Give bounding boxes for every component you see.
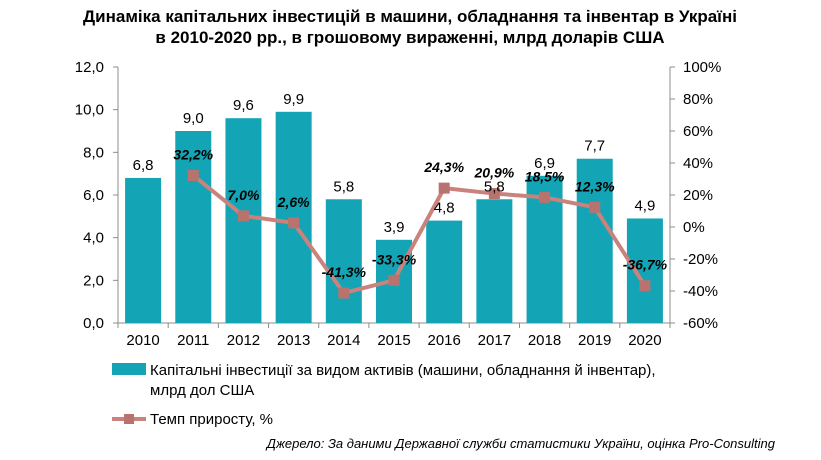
x-tick-label: 2010: [126, 332, 159, 349]
bar-value-label: 3,9: [384, 219, 405, 236]
bar: [476, 199, 513, 323]
growth-marker: [187, 169, 199, 181]
y-left-tick-label: 12,0: [75, 59, 104, 76]
bar: [576, 158, 613, 323]
y-left-tick-label: 2,0: [83, 272, 104, 289]
bar-value-label: 9,0: [183, 110, 204, 127]
bar-value-label: 5,8: [484, 178, 505, 195]
bar-value-label: 6,9: [534, 155, 555, 172]
bar-value-label: 5,8: [333, 178, 354, 195]
y-left-tick-label: 8,0: [83, 144, 104, 161]
y-left-tick-label: 4,0: [83, 230, 104, 247]
growth-marker: [589, 201, 601, 213]
x-tick-label: 2013: [277, 332, 310, 349]
legend-bar-label-line1: Капітальні інвестиції за видом активів (…: [150, 362, 656, 379]
chart-title-line1: Динаміка капітальних інвестицій в машини…: [83, 7, 737, 26]
growth-value-label: 20,9%: [474, 165, 515, 181]
y-right-tick-label: 40%: [683, 155, 713, 172]
growth-value-label: -36,7%: [623, 257, 668, 273]
x-tick-label: 2012: [227, 332, 260, 349]
growth-value-label: 12,3%: [575, 178, 615, 194]
bar: [125, 177, 162, 323]
y-left-tick-label: 10,0: [75, 102, 104, 119]
legend-bar-label-line2: млрд дол США: [150, 382, 254, 399]
x-tick-label: 2016: [427, 332, 460, 349]
y-right-tick-label: 0%: [683, 219, 705, 236]
bar: [626, 218, 663, 323]
legend-bar-swatch: [112, 363, 146, 375]
x-tick-label: 2014: [327, 332, 360, 349]
x-tick-label: 2019: [578, 332, 611, 349]
growth-marker: [488, 188, 500, 200]
growth-marker: [539, 191, 551, 203]
plot-area: 0,0 2,0 4,0 6,0 8,0 10,0 12,0 -60% -40% -20% 0% 20%…: [75, 59, 722, 349]
legend: Капітальні інвестиції за видом активів (…: [112, 362, 656, 428]
growth-line: [192, 173, 647, 296]
growth-value-label: 7,0%: [227, 187, 259, 203]
growth-marker: [237, 210, 249, 222]
y-right-tick-label: 80%: [683, 91, 713, 108]
legend-line-label: Темп приросту, %: [150, 411, 273, 428]
bar-value-label: 9,9: [283, 91, 304, 108]
y-right-tick-label: 20%: [683, 187, 713, 204]
growth-value-label: -41,3%: [322, 264, 367, 280]
growth-marker: [639, 280, 651, 292]
growth-marker: [338, 287, 350, 299]
x-tick-label: 2020: [628, 332, 661, 349]
x-tick-label: 2015: [377, 332, 410, 349]
y-right-tick-label: 100%: [683, 59, 721, 76]
bar: [325, 199, 362, 323]
y-right-tick-label: -60%: [683, 315, 718, 332]
y-right-tick-label: -20%: [683, 251, 718, 268]
y-right-tick-label: 60%: [683, 123, 713, 140]
source-note: Джерело: За даними Державної служби стат…: [265, 436, 776, 451]
growth-marker: [438, 182, 450, 194]
bar-value-label: 7,7: [584, 138, 605, 155]
y-left-tick-label: 0,0: [83, 315, 104, 332]
legend-line-marker: [124, 414, 134, 424]
growth-value-label: 32,2%: [173, 146, 213, 162]
bar-value-label: 4,9: [634, 197, 655, 214]
bar: [175, 131, 212, 323]
growth-value-label: 24,3%: [423, 159, 464, 175]
x-tick-label: 2018: [528, 332, 561, 349]
bar-value-label: 6,8: [133, 157, 154, 174]
bar-value-label: 4,8: [434, 200, 455, 217]
chart-title-line2: в 2010-2020 рр., в грошовому вираженні, …: [155, 28, 664, 47]
growth-value-label: 18,5%: [525, 168, 565, 184]
growth-value-label: -33,3%: [372, 251, 417, 267]
x-tick-label: 2017: [478, 332, 511, 349]
y-left-tick-label: 6,0: [83, 187, 104, 204]
growth-marker: [288, 217, 300, 229]
growth-value-label: 2,6%: [277, 194, 310, 210]
y-right-tick-label: -40%: [683, 283, 718, 300]
growth-marker: [388, 274, 400, 286]
bar: [426, 220, 463, 323]
x-tick-label: 2011: [177, 332, 209, 349]
bar-value-label: 9,6: [233, 97, 254, 114]
